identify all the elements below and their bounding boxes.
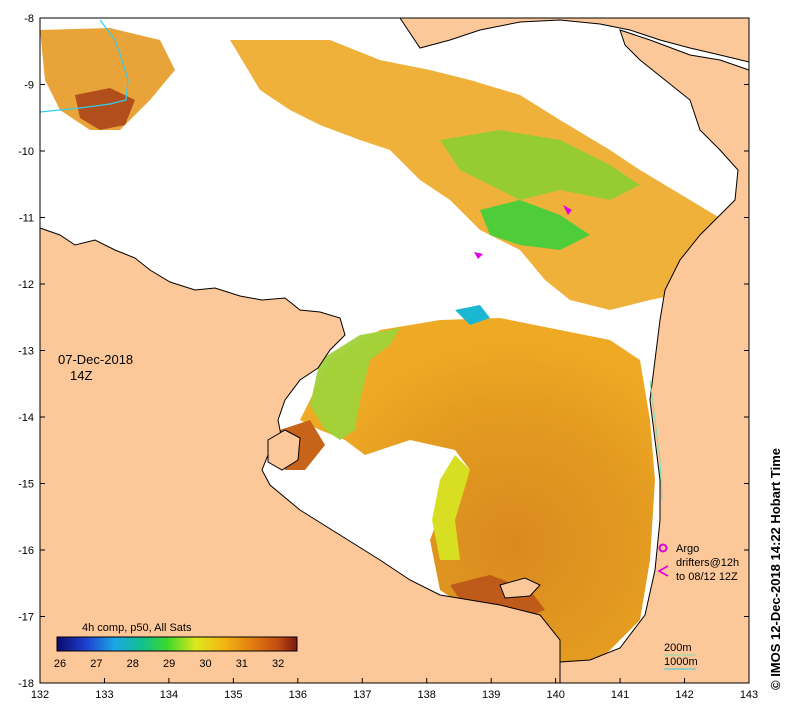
y-tick-label: -14 (18, 412, 34, 424)
x-tick-label: 134 (160, 689, 178, 701)
sst-north-green (440, 130, 640, 200)
argo-float-marker (563, 205, 572, 215)
y-tick-label: -11 (19, 213, 34, 225)
sst-gulf-warm (300, 318, 655, 665)
y-axis: -8 -9 -10 -11 -12 -13 -14 -15 -16 -17 -18 (18, 13, 749, 690)
colorbar-tick-label: 32 (272, 658, 284, 670)
x-tick-label: 139 (482, 689, 500, 701)
imos-credit: © IMOS 12-Dec-2018 14:22 Hobart Time (768, 448, 783, 690)
colorbar-tick-label: 30 (199, 658, 211, 670)
depth-1000m-label: 1000m (664, 656, 698, 668)
x-tick-label: 133 (95, 689, 113, 701)
x-tick-label: 132 (31, 689, 49, 701)
map-date: 07-Dec-2018 (58, 352, 133, 367)
x-tick-label: 137 (353, 689, 371, 701)
colorbar-tick-label: 29 (163, 658, 175, 670)
x-axis: 132 133 134 135 136 137 138 139 140 141 142 143 (31, 678, 758, 701)
y-tick-label: -18 (18, 678, 34, 690)
colorbar-title: 4h comp, p50, All Sats (82, 622, 192, 634)
sst-green-band (480, 200, 590, 250)
colorbar-tick-label: 27 (90, 658, 102, 670)
argo-float-marker (474, 252, 483, 259)
sst-nw-patch (40, 28, 175, 130)
y-tick-label: -15 (18, 479, 34, 491)
argo-legend-label: Argo (676, 543, 699, 555)
colorbar-tick-label: 31 (236, 658, 248, 670)
land-groote-eylandt (267, 429, 301, 471)
colorbar-ticks: 26 27 28 29 30 31 32 (54, 658, 284, 670)
colorbar-tick-label: 28 (127, 658, 139, 670)
x-tick-label: 136 (289, 689, 307, 701)
sst-fringe-yellow (432, 455, 470, 560)
sst-dark-warm (450, 575, 545, 620)
river-line (39, 19, 129, 113)
argo-legend-icon (658, 543, 668, 553)
y-tick-label: -9 (24, 80, 34, 92)
x-tick-label: 138 (418, 689, 436, 701)
colorbar-tick-label: 26 (54, 658, 66, 670)
sst-gulf-fringe (310, 328, 400, 440)
y-tick-label: -12 (18, 279, 34, 291)
land-northern-territory (39, 227, 561, 684)
x-tick-label: 142 (675, 689, 693, 701)
drifters-legend-sub: to 08/12 12Z (676, 571, 738, 583)
drifter-legend-icon (657, 565, 669, 577)
y-tick-label: -17 (18, 612, 34, 624)
sst-nw-dark (75, 88, 135, 130)
x-tick-label: 135 (224, 689, 242, 701)
x-tick-label: 143 (740, 689, 758, 701)
map-time: 14Z (70, 368, 92, 383)
sst-cyan-spot (455, 305, 490, 325)
colorbar (56, 636, 298, 652)
drifters-legend-label: drifters@12h (676, 557, 739, 569)
y-tick-label: -10 (18, 146, 34, 158)
x-tick-label: 141 (611, 689, 629, 701)
y-tick-label: -13 (18, 346, 34, 358)
depth-200m-label: 200m (664, 642, 692, 654)
y-tick-label: -8 (24, 13, 34, 25)
land-new-guinea (399, 17, 750, 63)
land-mornington-island (499, 577, 541, 599)
depth-contour-200m (649, 379, 663, 501)
x-tick-label: 140 (546, 689, 564, 701)
y-tick-label: -16 (18, 545, 34, 557)
